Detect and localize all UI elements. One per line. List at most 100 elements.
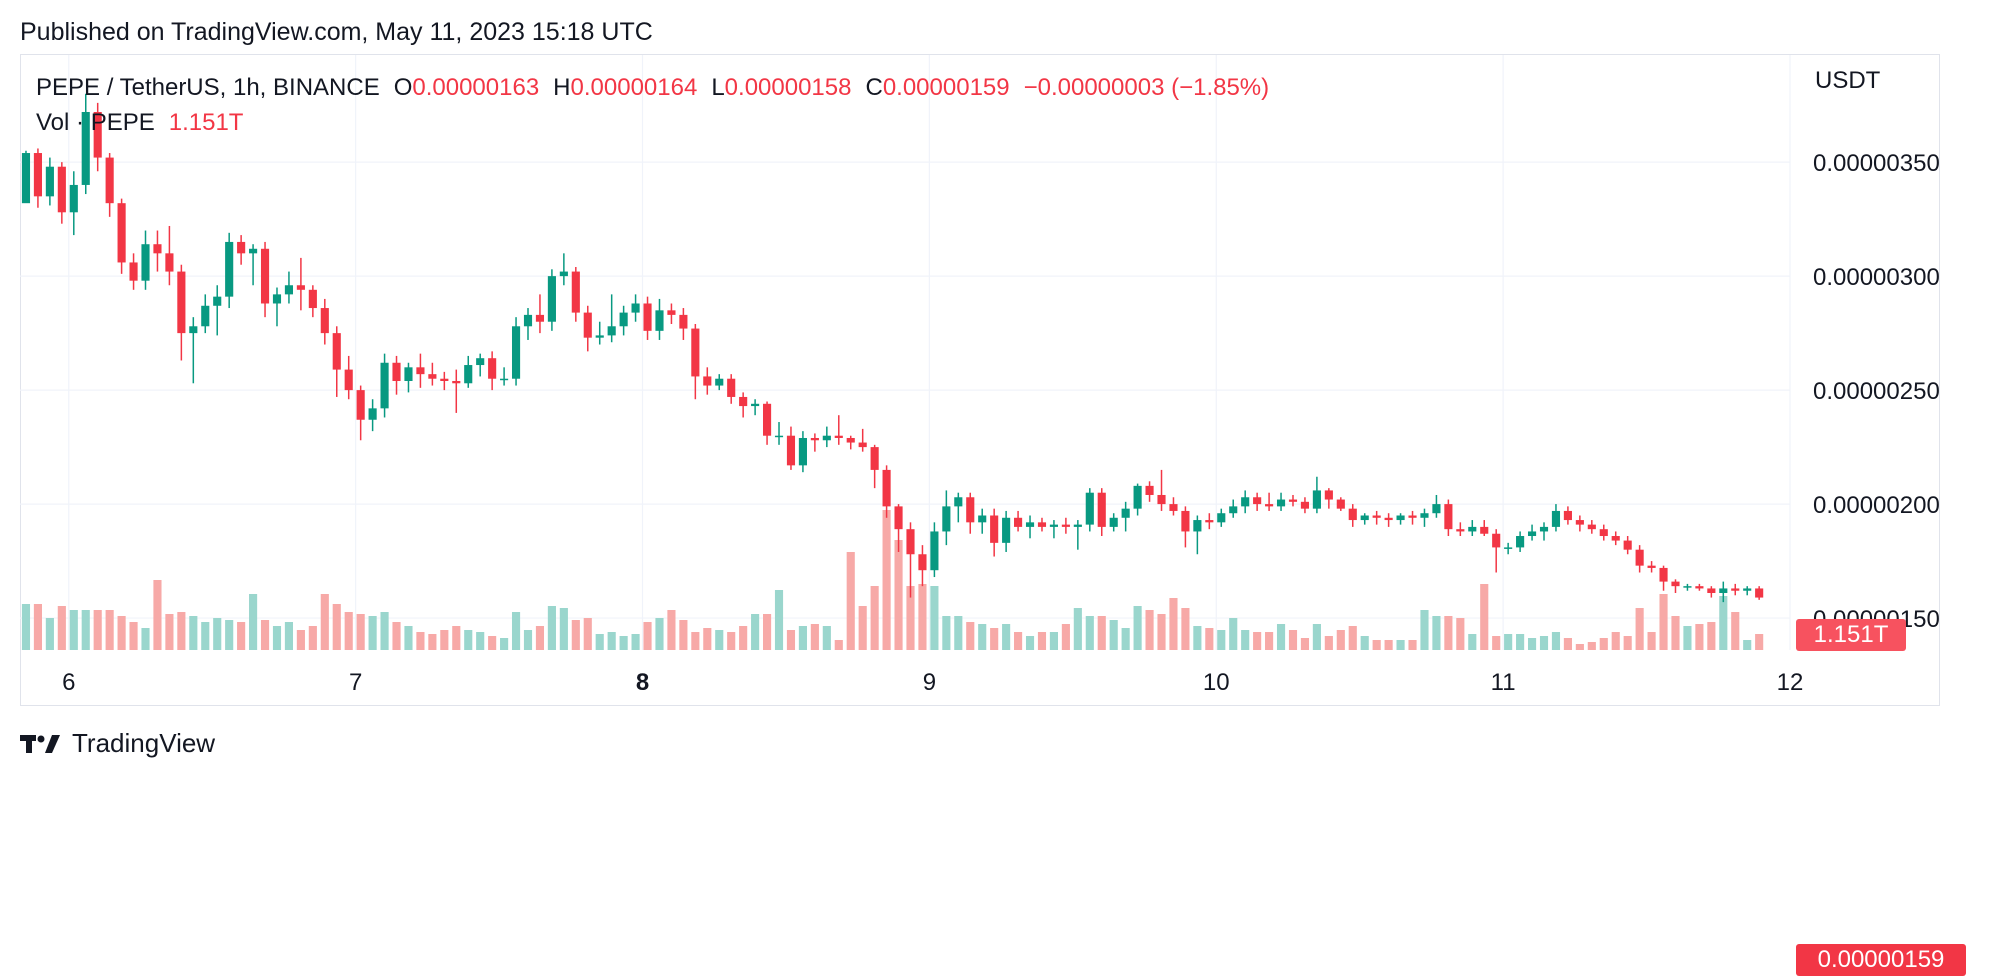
volume-bar	[213, 618, 222, 650]
volume-bar	[1659, 594, 1668, 650]
candle	[1575, 515, 1584, 532]
candle-body	[691, 328, 700, 377]
volume-bar	[727, 632, 736, 650]
candle-body	[1085, 492, 1094, 525]
candle-body	[1336, 499, 1345, 509]
volume-bar	[858, 606, 867, 650]
volume-bar	[1384, 640, 1393, 650]
volume-bar	[810, 624, 819, 650]
volume-bar	[918, 584, 927, 650]
candle	[703, 367, 712, 395]
candle-body	[1073, 524, 1082, 527]
candle	[308, 285, 317, 318]
volume-bar	[786, 630, 796, 650]
candle	[1145, 481, 1154, 502]
volume-bar	[356, 614, 365, 650]
price-axis[interactable]: 0.00000350 0.00000300 0.00000250 0.00000200…	[1813, 150, 1940, 633]
candle	[296, 257, 305, 311]
candle	[1635, 545, 1644, 573]
volume-bar	[1253, 632, 1262, 650]
candle-body	[428, 374, 437, 379]
candle-body	[1671, 581, 1680, 587]
currency-label[interactable]: USDT	[1815, 67, 1881, 94]
candle	[1229, 499, 1238, 518]
volume-bar	[21, 604, 31, 650]
candle	[1444, 499, 1453, 537]
tradingview-logo[interactable]: TradingView	[20, 728, 215, 759]
candle-body	[631, 303, 640, 313]
candle-body	[595, 335, 604, 338]
candle-body	[416, 367, 425, 375]
candle	[1420, 508, 1429, 527]
volume-bar	[440, 630, 449, 650]
volume-bar	[1599, 638, 1608, 650]
candle	[153, 230, 162, 272]
symbol-name[interactable]: PEPE / TetherUS, 1h, BINANCE	[36, 74, 380, 101]
high-value: 0.00000164	[570, 74, 698, 101]
candle-body	[1217, 513, 1226, 523]
volume-bar	[1635, 608, 1644, 650]
volume-bar	[894, 540, 903, 650]
candle-body	[523, 314, 533, 327]
candle	[1468, 520, 1477, 537]
volume-bar	[57, 606, 66, 650]
candle	[679, 308, 688, 340]
time-axis[interactable]: 6 7 8 9 10 11 12	[62, 669, 1803, 696]
candle	[930, 522, 939, 578]
candle	[129, 253, 138, 290]
volume-bar	[1312, 624, 1321, 650]
volume-bar	[559, 608, 568, 650]
candle	[1659, 565, 1668, 591]
candle-body	[225, 241, 234, 297]
candle-body	[296, 285, 305, 290]
candle	[416, 353, 425, 388]
candle-body	[954, 497, 963, 507]
volume-bar	[679, 620, 688, 650]
candlestick-chart[interactable]: 0.00000350 0.00000300 0.00000250 0.00000200…	[0, 0, 1996, 778]
candle	[392, 355, 401, 395]
low-value: 0.00000158	[724, 74, 852, 101]
candle-body	[153, 244, 162, 254]
candle-body	[1492, 533, 1501, 548]
close-value: 0.00000159	[882, 74, 1010, 101]
candle-body	[643, 303, 652, 331]
candle-body	[1719, 588, 1728, 594]
candle-body	[607, 326, 616, 336]
candle	[1599, 524, 1608, 541]
candle-body	[1420, 513, 1429, 518]
candle	[1348, 504, 1357, 527]
candle-body	[990, 515, 999, 543]
volume-bar	[260, 620, 270, 650]
volume-bar	[332, 604, 341, 650]
candle	[691, 324, 700, 400]
volume-bar	[870, 586, 879, 650]
volume-bar	[237, 622, 246, 650]
candle	[715, 374, 724, 391]
candle	[942, 490, 951, 546]
candle	[57, 162, 66, 224]
volume-bar	[1360, 636, 1369, 650]
volume-bar	[81, 610, 90, 650]
candle-body	[1288, 499, 1298, 502]
candle	[1743, 586, 1752, 596]
symbol-legend: PEPE / TetherUS, 1h, BINANCE O0.00000163 H…	[36, 74, 1283, 102]
candle-body	[918, 554, 927, 571]
chart-frame[interactable]	[20, 54, 1940, 706]
candle-body	[882, 469, 891, 507]
candle	[870, 444, 879, 489]
volume-bar	[1014, 632, 1023, 650]
volume-bars	[21, 510, 1764, 650]
low-label: L	[711, 74, 725, 101]
volume-bar	[1061, 624, 1070, 650]
volume-bar	[1516, 634, 1525, 650]
candle	[1360, 513, 1369, 525]
candle	[452, 369, 461, 413]
volume-bar	[1480, 584, 1489, 650]
candle-body	[476, 358, 485, 366]
candle-body	[45, 166, 54, 197]
volume-bar	[1647, 632, 1656, 650]
candle	[786, 426, 796, 470]
volume-label[interactable]: Vol · PEPE	[36, 109, 155, 136]
candle	[846, 435, 855, 450]
candle	[1312, 476, 1321, 514]
